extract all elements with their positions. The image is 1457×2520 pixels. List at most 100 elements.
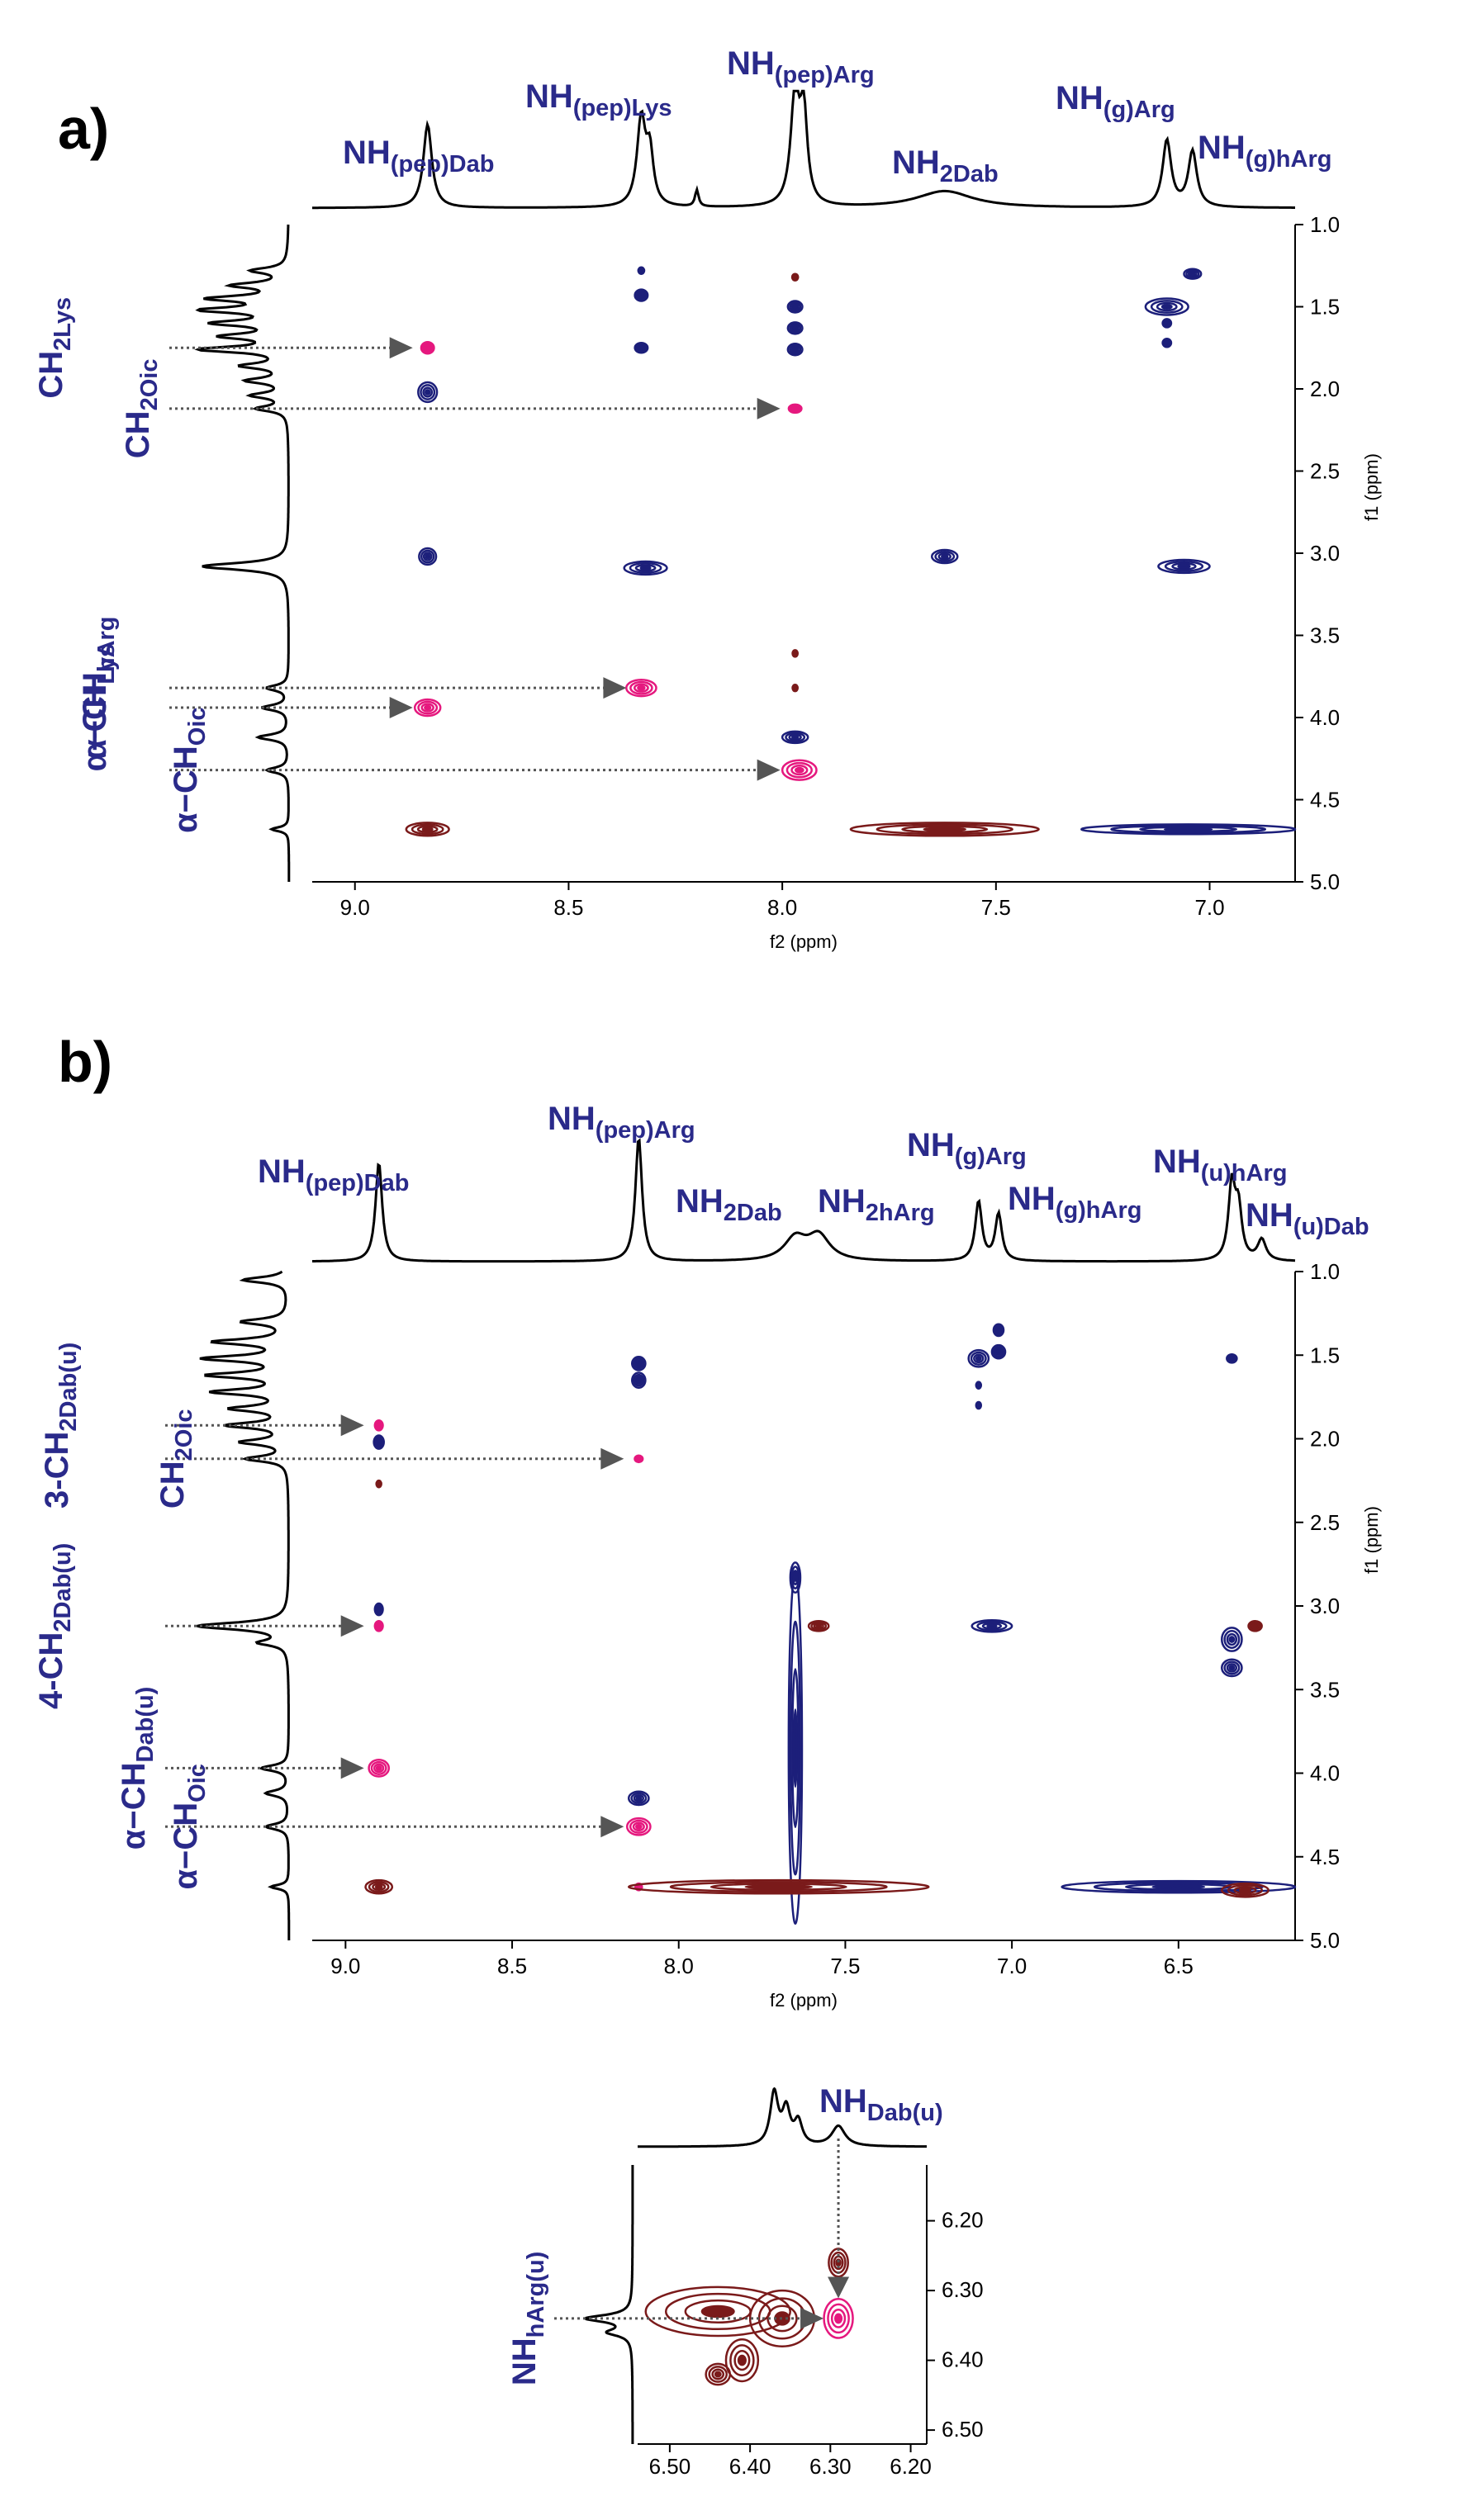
contour-level xyxy=(700,2304,735,2319)
contour-level xyxy=(629,1819,648,1834)
side-peak-label-main: α−CH xyxy=(168,746,204,833)
top-peak-label-main: NH xyxy=(1008,1181,1056,1217)
contour-level xyxy=(792,1708,798,1788)
contour-level xyxy=(1227,1884,1264,1897)
contour-level xyxy=(411,823,444,836)
contour-level xyxy=(377,1423,381,1428)
cross-peak xyxy=(373,1602,384,1617)
x-tick-label: 6.40 xyxy=(729,2454,771,2479)
cross-peak xyxy=(975,1400,983,1410)
contour-level xyxy=(634,1359,643,1368)
contour-level xyxy=(421,342,434,353)
contour-level xyxy=(422,552,433,561)
side-peak-label-sub: hArg(u) xyxy=(523,2252,549,2338)
x-tick-label: 8.0 xyxy=(664,1954,694,1978)
contour-level xyxy=(420,703,434,713)
cross-peak xyxy=(1161,318,1173,329)
contour-level xyxy=(423,343,432,352)
contour-level xyxy=(792,304,798,310)
contour-level xyxy=(1189,272,1196,277)
cross-peak xyxy=(623,560,668,576)
contour-level xyxy=(635,343,648,353)
contour-level xyxy=(1227,1354,1236,1363)
contour-level xyxy=(790,765,809,776)
side-peak-label: CH2Oic xyxy=(154,1409,197,1509)
contour-level xyxy=(711,2368,725,2380)
cross-peak xyxy=(420,341,435,355)
contour-level xyxy=(827,2303,850,2334)
x-tick-label: 6.30 xyxy=(809,2454,852,2479)
arrow-head xyxy=(340,1615,364,1637)
contour-level xyxy=(1161,318,1173,329)
top-peak-label-sub: (u)Dab xyxy=(1293,1214,1369,1240)
contour-level xyxy=(729,2344,755,2377)
contour-level xyxy=(1165,340,1170,345)
contour-level xyxy=(975,1355,982,1362)
contour-level xyxy=(425,345,430,351)
cross-peak xyxy=(373,1434,385,1450)
top-peak-label: NH(pep)Arg xyxy=(548,1101,695,1144)
cross-peak xyxy=(1157,558,1211,575)
cross-peak xyxy=(786,300,804,314)
top-peak-label-sub: (g)hArg xyxy=(1056,1197,1142,1224)
cross-peak xyxy=(791,683,800,693)
top-peak-label-sub: (g)Arg xyxy=(1103,97,1175,123)
arrow-head xyxy=(340,1414,364,1437)
y-tick-label: 2.0 xyxy=(1310,377,1340,401)
side-peak-label-main: CH xyxy=(33,351,69,399)
top-peak-label-main: NH xyxy=(907,1127,955,1163)
contour-level xyxy=(637,1885,641,1889)
arrow-head xyxy=(757,397,781,419)
contour-level xyxy=(630,1792,648,1804)
contour-level xyxy=(992,1346,1005,1358)
contour-level xyxy=(377,1623,381,1628)
side-1d-spectrum xyxy=(583,2165,634,2444)
contour-level xyxy=(422,386,434,398)
contour-level xyxy=(1228,1636,1236,1643)
contour-level xyxy=(976,1620,1008,1632)
contour-level xyxy=(708,2366,728,2383)
contour-level xyxy=(971,1618,1013,1633)
contour-level xyxy=(976,1403,980,1408)
contour-level xyxy=(792,347,798,353)
contour-level xyxy=(1187,270,1198,277)
y-tick-label: 1.5 xyxy=(1310,1343,1340,1367)
x-tick-label: 8.5 xyxy=(553,895,583,920)
side-peak-label-sub: Oic xyxy=(184,1764,211,1802)
y-tick-label: 2.5 xyxy=(1310,1510,1340,1535)
contour-level xyxy=(995,1326,1002,1334)
top-peak-label: NH(u)hArg xyxy=(1153,1144,1287,1187)
contour-level xyxy=(766,2304,798,2333)
cross-peak xyxy=(930,548,959,565)
side-1d-spectrum xyxy=(197,1270,291,1941)
side-peak-label-sub: hArg xyxy=(93,616,120,672)
top-peak-label-main: NH xyxy=(676,1183,724,1220)
arrow-head xyxy=(340,1757,364,1779)
contour-level xyxy=(424,389,431,396)
cross-peak xyxy=(634,1454,644,1464)
contour-level xyxy=(901,825,989,834)
y-tick-label: 4.0 xyxy=(1310,705,1340,730)
cross-peak xyxy=(823,2297,854,2339)
contour-level xyxy=(1239,1888,1251,1893)
contour-level xyxy=(994,1348,1003,1357)
contour-level xyxy=(1110,824,1267,834)
top-peak-label-sub: (g)Arg xyxy=(955,1144,1027,1170)
contour-level xyxy=(631,1371,647,1389)
contour-level xyxy=(633,1373,645,1387)
contour-level xyxy=(1171,562,1197,571)
top-peak-label: NH(g)hArg xyxy=(1008,1181,1141,1224)
x-tick-label: 7.0 xyxy=(1194,895,1224,920)
side-peak-label: NHhArg(u) xyxy=(506,2252,549,2385)
contour-level xyxy=(786,300,804,314)
contour-level xyxy=(789,1561,802,1594)
cross-peak xyxy=(807,1619,830,1632)
contour-level xyxy=(1233,1886,1257,1895)
y-tick-label: 2.5 xyxy=(1310,459,1340,484)
top-peak-label-main: NH xyxy=(548,1101,596,1137)
top-peak-label: NH(pep)Lys xyxy=(525,78,672,121)
side-peak-label: α−CHOic xyxy=(168,1764,211,1889)
top-peak-label: NH(pep)Dab xyxy=(343,135,494,178)
contour-level xyxy=(781,730,809,745)
